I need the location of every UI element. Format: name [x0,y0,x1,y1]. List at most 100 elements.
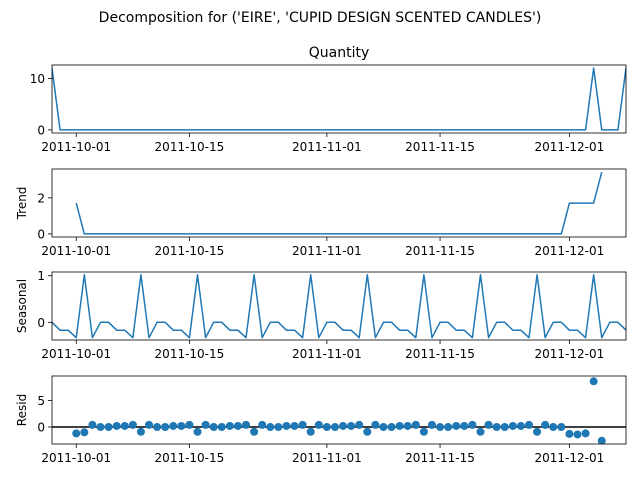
resid-point [419,427,428,436]
xtick-label-trend-2011-10-15: 2011-10-15 [155,244,225,258]
axes-frame-trend [51,168,627,238]
xtick-label-resid-2011-10-15: 2011-10-15 [155,451,225,465]
resid-point [403,421,412,430]
xtick-label-observed-2011-11-01: 2011-11-01 [292,140,362,154]
resid-point [282,421,291,430]
plot-area-observed [52,67,626,131]
ylabel-seasonal: Seasonal [15,279,29,333]
panel-title-observed: Quantity [309,45,370,61]
resid-point [468,420,477,429]
series-line-observed [52,67,626,131]
xtick-label-seasonal-2011-10-01: 2011-10-01 [41,347,111,361]
series-line-seasonal [52,274,626,339]
figure-title: Decomposition for ('EIRE', 'CUPID DESIGN… [99,10,542,26]
resid-point [161,423,170,431]
plot-area-trend [75,171,603,235]
xtick-label-resid-2011-11-01: 2011-11-01 [292,451,362,465]
resid-point [314,420,323,429]
resid-point [330,423,339,431]
resid-point [476,427,485,436]
resid-point [549,423,558,431]
xtick-label-resid-2011-12-01: 2011-12-01 [535,451,605,465]
resid-point [185,420,194,429]
resid-point [597,436,606,444]
resid-point [492,423,501,431]
resid-point [339,421,348,430]
ylabel-resid: Resid [15,394,29,426]
resid-point [298,420,307,429]
resid-point [541,420,550,429]
axes-frame-resid [51,375,627,445]
resid-point [242,420,251,429]
resid-point [217,423,226,431]
resid-point [322,423,331,431]
resid-point [565,429,574,438]
resid-point [484,420,493,429]
ytick-label-seasonal-0: 0 [37,316,45,330]
resid-point [112,421,121,430]
resid-point [371,420,380,429]
axes-frame-observed [51,64,627,134]
resid-point [508,421,517,430]
resid-point [379,423,388,431]
resid-point [306,427,315,436]
ytick-label-observed-10: 10 [30,72,45,86]
resid-point [274,423,283,431]
resid-point [290,421,299,430]
resid-point [516,421,525,430]
ytick-label-resid-0: 0 [37,421,45,435]
resid-point [153,423,162,431]
resid-point [72,429,81,438]
plot-area-seasonal [52,274,626,339]
resid-point [177,421,186,430]
resid-point [258,420,267,429]
resid-point [209,423,218,431]
xtick-label-trend-2011-11-15: 2011-11-15 [405,244,475,258]
resid-point [104,423,113,431]
resid-point [233,421,242,430]
panel-observed: Quantity 0 10 2011-10-01 2011-10-15 2011-11-0… [30,45,627,154]
resid-point [88,420,97,429]
plot-area-resid [52,377,626,444]
xtick-label-observed-2011-10-15: 2011-10-15 [155,140,225,154]
resid-point [500,423,509,431]
resid-point [363,427,372,436]
resid-point [444,423,453,431]
xtick-label-trend-2011-10-01: 2011-10-01 [41,244,111,258]
resid-point [436,423,445,431]
resid-point [250,427,259,436]
ytick-label-seasonal-1: 1 [37,269,45,283]
resid-point [387,423,396,431]
resid-point [355,420,364,429]
ytick-label-resid-5: 5 [37,394,45,408]
panel-trend: Trend 0 2 2011-10-01 2011-10-15 2011-11-01 201… [15,168,627,258]
resid-point [201,420,210,429]
resid-point [347,421,356,430]
resid-point [589,377,598,386]
resid-point [452,421,461,430]
resid-point [533,427,542,436]
xtick-label-seasonal-2011-11-15: 2011-11-15 [405,347,475,361]
panel-seasonal: Seasonal 0 1 2011-10-01 2011-10-15 2011-11-01… [15,269,627,361]
xtick-label-seasonal-2011-12-01: 2011-12-01 [535,347,605,361]
resid-point [411,420,420,429]
resid-point [193,427,202,436]
xtick-label-observed-2011-10-01: 2011-10-01 [41,140,111,154]
resid-point [573,430,582,439]
panel-resid: Resid 0 5 2011-10-01 2011-10-15 2011-11-01 201… [15,375,627,465]
xtick-label-trend-2011-11-01: 2011-11-01 [292,244,362,258]
xtick-label-seasonal-2011-10-15: 2011-10-15 [155,347,225,361]
resid-point [460,421,469,430]
xtick-label-trend-2011-12-01: 2011-12-01 [535,244,605,258]
ylabel-trend: Trend [15,187,29,221]
resid-point [169,421,178,430]
xtick-label-seasonal-2011-11-01: 2011-11-01 [292,347,362,361]
resid-point [524,420,533,429]
resid-point [80,428,89,437]
xtick-label-resid-2011-11-15: 2011-11-15 [405,451,475,465]
series-line-trend [75,171,603,235]
resid-point [427,420,436,429]
resid-point [120,421,129,430]
resid-point [266,423,275,431]
ytick-label-trend-2: 2 [37,191,45,205]
